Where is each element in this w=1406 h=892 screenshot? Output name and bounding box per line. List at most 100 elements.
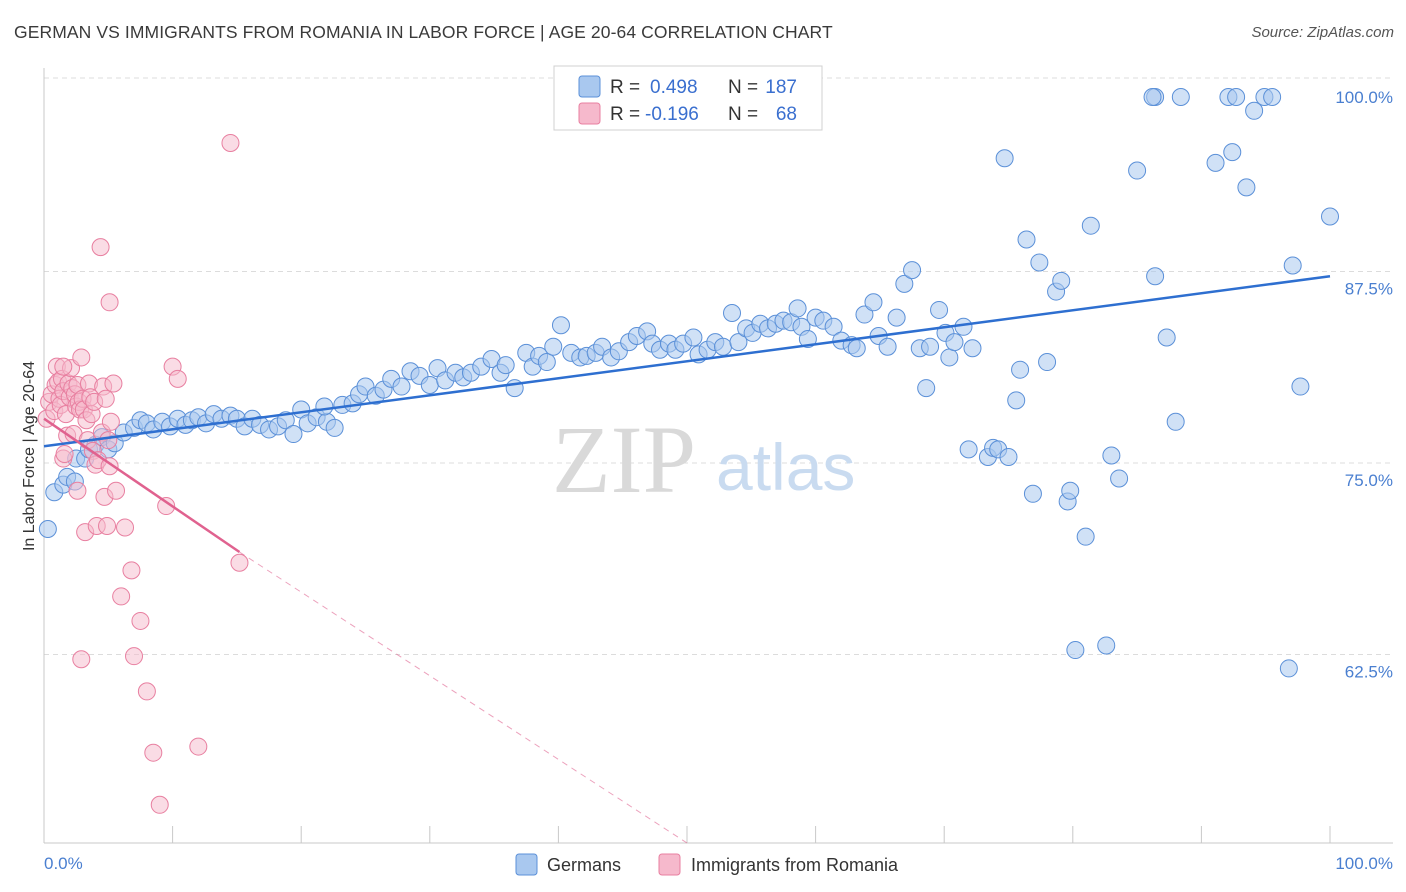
y-tick-label: 62.5% [1345, 663, 1393, 682]
point-germans [1038, 353, 1057, 372]
point-germans [420, 376, 439, 395]
point-romania [101, 412, 120, 431]
point-romania [221, 133, 240, 152]
point-germans [1291, 377, 1310, 396]
point-romania [116, 518, 135, 537]
point-germans [537, 353, 556, 372]
legend-swatch-germans [578, 75, 601, 98]
series-germans [38, 88, 1339, 678]
legend-n-value-romania: 68 [776, 104, 797, 125]
watermark-atlas: atlas [716, 430, 855, 504]
y-axis-title: In Labor Force | Age 20-64 [21, 361, 38, 551]
x-tick-labels: 0.0% 100.0% [44, 854, 1393, 873]
point-germans [496, 356, 515, 375]
point-germans [284, 425, 303, 444]
point-germans [855, 305, 874, 324]
point-germans [878, 337, 897, 356]
legend-r-label-romania: R = [610, 104, 640, 125]
point-romania [137, 682, 156, 701]
point-germans [930, 300, 949, 319]
point-germans [1143, 88, 1162, 106]
point-romania [168, 369, 187, 388]
point-romania [72, 650, 91, 669]
bottom-legend-label-romania: Immigrants from Romania [691, 855, 899, 875]
point-romania [99, 431, 118, 450]
point-romania [112, 587, 131, 606]
point-germans [325, 418, 344, 437]
chart-title: GERMAN VS IMMIGRANTS FROM ROMANIA IN LAB… [14, 22, 833, 42]
point-romania [91, 238, 110, 257]
legend-box: R = 0.498 N = 187 R = -0.196 N = 68 [553, 65, 823, 131]
point-germans [1017, 230, 1036, 249]
legend-r-value-romania: -0.196 [645, 104, 699, 125]
point-romania [107, 481, 126, 500]
point-germans [38, 520, 57, 539]
point-romania [54, 357, 73, 376]
point-romania [98, 516, 117, 535]
point-germans [1157, 328, 1176, 347]
legend-n-label-romania: N = [728, 104, 758, 125]
point-germans [1206, 153, 1225, 172]
point-germans [963, 339, 982, 358]
point-romania [189, 737, 208, 756]
point-germans [1011, 360, 1030, 379]
point-germans [729, 333, 748, 352]
point-romania [144, 743, 163, 762]
point-germans [1146, 267, 1165, 286]
point-germans [1081, 216, 1100, 235]
point-romania [55, 444, 74, 463]
trendline-romania [43, 417, 241, 554]
point-germans [684, 328, 703, 347]
point-germans [917, 379, 936, 398]
bottom-legend-swatch-romania [658, 853, 681, 876]
legend-swatch-romania [578, 102, 601, 125]
bottom-legend-label-germans: Germans [547, 855, 621, 875]
point-germans [945, 333, 964, 352]
point-germans [1237, 178, 1256, 197]
point-romania [100, 293, 119, 312]
axis-layer [43, 68, 1393, 844]
point-romania [68, 481, 87, 500]
bottom-legend: Germans Immigrants from Romania [515, 853, 899, 876]
legend-r-label-germans: R = [610, 77, 640, 98]
point-germans [903, 261, 922, 280]
legend-n-value-germans: 187 [765, 77, 797, 98]
legend-r-value-germans: 0.498 [650, 77, 698, 98]
trend-layer [43, 275, 1331, 844]
point-germans [1052, 271, 1071, 290]
point-germans [551, 316, 570, 335]
watermark-zip: ZIP [552, 406, 696, 513]
point-germans [1279, 659, 1298, 678]
point-germans [544, 337, 563, 356]
point-germans [1110, 469, 1129, 488]
y-tick-label: 87.5% [1345, 280, 1393, 299]
point-germans [895, 274, 914, 293]
point-germans [959, 440, 978, 459]
trendline-germans [43, 275, 1331, 448]
point-germans [1223, 143, 1242, 162]
bottom-legend-swatch-germans [515, 853, 538, 876]
point-germans [995, 149, 1014, 168]
point-germans [1263, 88, 1282, 106]
point-germans [1102, 446, 1121, 465]
point-romania [150, 795, 169, 814]
watermark: ZIP atlas [552, 406, 855, 513]
x-tick-label-max: 100.0% [1335, 854, 1393, 873]
point-germans [1076, 527, 1095, 546]
point-germans [714, 337, 733, 356]
x-tick-marks [43, 826, 1331, 843]
point-germans [1097, 636, 1116, 655]
point-germans [864, 293, 883, 312]
point-germans [1128, 161, 1147, 180]
point-germans [1166, 412, 1185, 431]
y-tick-label: 75.0% [1345, 471, 1393, 490]
point-germans [1321, 207, 1339, 226]
point-romania [72, 348, 91, 367]
point-germans [788, 299, 807, 318]
point-germans [1007, 391, 1026, 410]
point-germans [1023, 484, 1042, 503]
point-germans [315, 397, 334, 416]
y-tick-label: 100.0% [1335, 88, 1393, 107]
